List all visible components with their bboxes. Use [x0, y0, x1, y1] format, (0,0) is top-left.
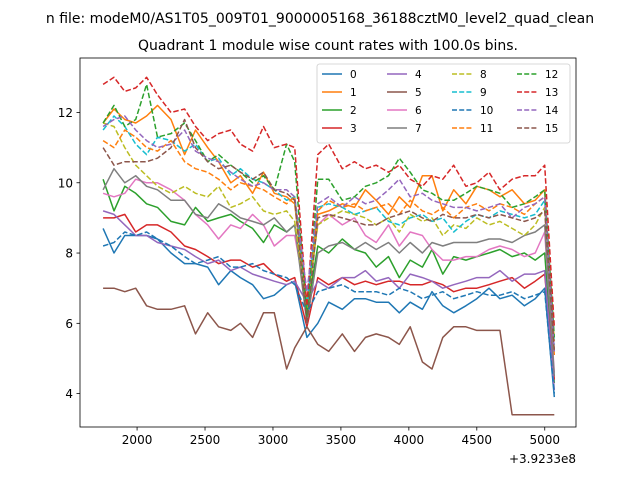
series-line-11 [102, 129, 556, 341]
series-line-2 [102, 178, 556, 384]
axes-frame [79, 57, 577, 428]
x-tick-label: 3500 [326, 433, 357, 447]
legend-label-9: 9 [480, 87, 487, 99]
series-line-14 [102, 115, 556, 352]
legend-label-5: 5 [415, 87, 422, 99]
series-line-0 [102, 228, 556, 398]
x-tick-label: 4500 [462, 433, 493, 447]
legend-label-7: 7 [415, 123, 422, 135]
series-line-7 [102, 167, 556, 377]
series-line-6 [102, 178, 556, 373]
x-tick-label: 5000 [529, 433, 560, 447]
series-line-13 [102, 76, 556, 327]
y-tick-label: 10 [58, 176, 73, 190]
series-line-5 [103, 287, 555, 416]
figure-suptitle: n file: modeM0/AS1T05_009T01_9000005168_… [46, 11, 594, 27]
legend-label-2: 2 [350, 105, 357, 117]
x-offset-label: +3.9233e8 [509, 452, 576, 466]
x-tick-label: 3000 [258, 433, 289, 447]
legend-label-15: 15 [545, 123, 558, 135]
legend-label-6: 6 [415, 105, 422, 117]
legend-label-3: 3 [350, 123, 357, 135]
legend-label-12: 12 [545, 69, 558, 81]
y-tick-label: 8 [65, 247, 73, 261]
y-tick-label: 4 [65, 387, 73, 401]
y-tick-label: 6 [65, 317, 73, 331]
legend-label-14: 14 [545, 105, 559, 117]
legend-label-13: 13 [545, 87, 558, 99]
legend-frame [316, 63, 571, 144]
series-line-8 [102, 122, 556, 352]
legend-label-8: 8 [480, 69, 487, 81]
legend-label-10: 10 [480, 105, 493, 117]
legend-label-1: 1 [350, 87, 357, 99]
chart-title: Quadrant 1 module wise count rates with … [138, 38, 518, 54]
series-line-4 [102, 210, 556, 391]
series-line-15 [102, 118, 556, 352]
series-group [102, 76, 556, 416]
series-line-10 [102, 231, 556, 394]
legend-label-0: 0 [350, 69, 357, 81]
y-tick-label: 12 [58, 106, 73, 120]
x-tick-label: 4000 [394, 433, 425, 447]
series-line-3 [103, 213, 556, 380]
legend-label-11: 11 [480, 123, 493, 135]
x-tick-label: 2500 [190, 433, 221, 447]
legend-label-4: 4 [415, 69, 422, 81]
plot-area: 2000 2500 3000 3500 4000 4500 5000 +3.9233e8 4 6 8… [58, 57, 577, 466]
series-line-12 [102, 83, 556, 338]
x-tick-label: 2000 [122, 433, 153, 447]
